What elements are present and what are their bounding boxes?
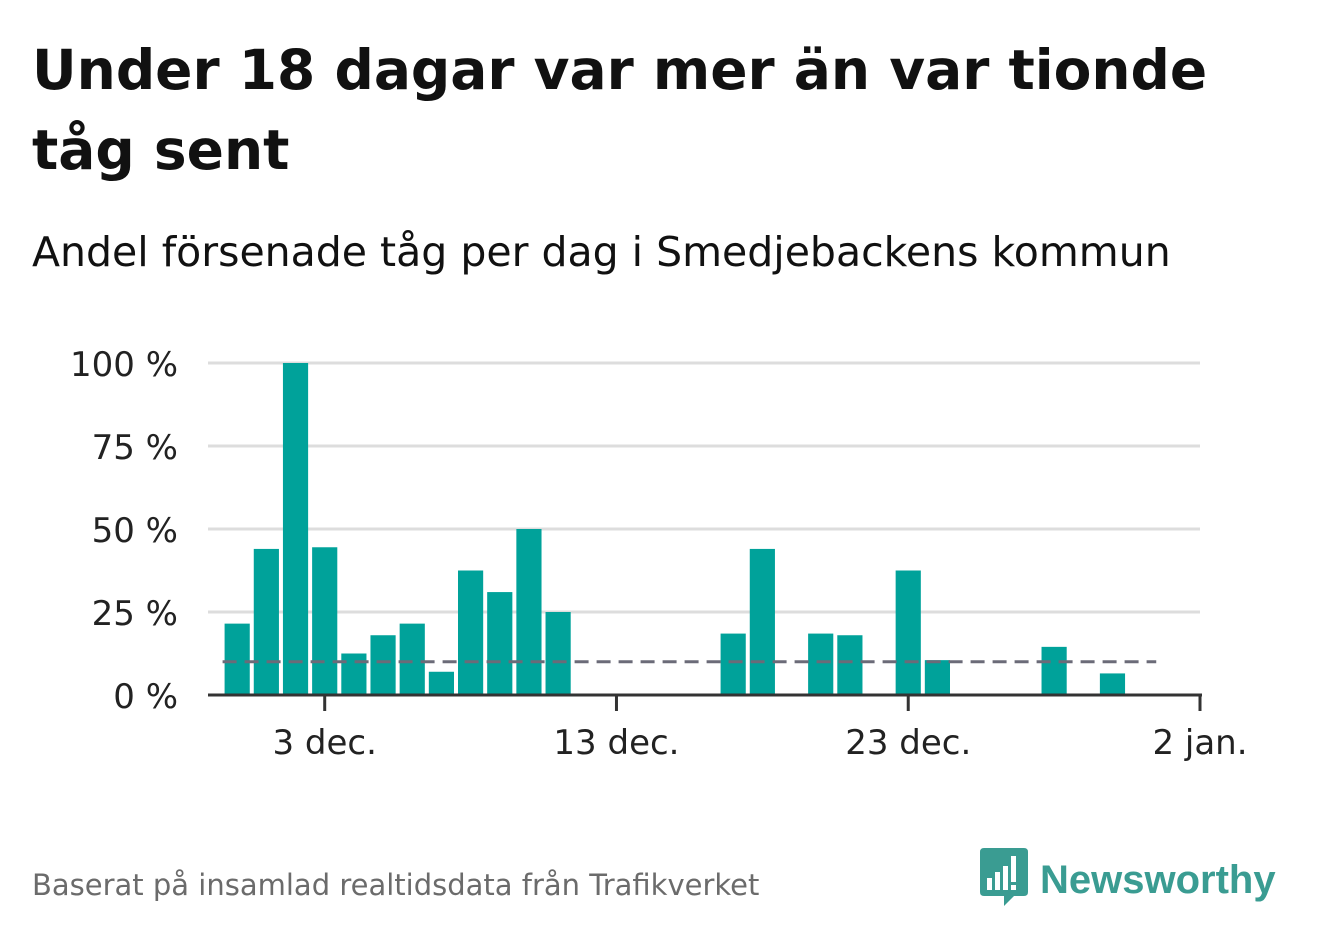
- bar: [924, 660, 950, 695]
- chart-subtitle: Andel försenade tåg per dag i Smedjeback…: [32, 228, 1171, 276]
- bar: [516, 529, 542, 695]
- bar: [253, 548, 279, 695]
- bar: [458, 570, 484, 695]
- x-axis: [208, 693, 1202, 711]
- bar: [341, 653, 367, 695]
- chart-title: Under 18 dagar var mer än var tionde tåg…: [32, 38, 1208, 182]
- x-tick-label: 2 jan.: [1152, 723, 1247, 763]
- x-tick-label: 13 dec.: [553, 723, 679, 763]
- bar: [487, 592, 513, 695]
- y-tick-label: 75 %: [92, 428, 178, 468]
- bar: [428, 671, 454, 695]
- y-tick-label: 100 %: [70, 345, 178, 385]
- bar: [545, 612, 571, 695]
- brand-name: Newsworthy: [1040, 857, 1276, 902]
- y-tick-label: 50 %: [92, 511, 178, 551]
- bar: [1099, 673, 1126, 695]
- source-note: Baserat på insamlad realtidsdata från Tr…: [32, 868, 760, 902]
- x-tick-label: 3 dec.: [272, 723, 376, 763]
- x-tick-label: 23 dec.: [845, 723, 971, 763]
- bar: [1041, 646, 1067, 695]
- bar: [808, 633, 834, 695]
- bar: [837, 635, 863, 695]
- gridlines: [208, 361, 1200, 614]
- bar: [282, 363, 309, 695]
- bar: [312, 547, 338, 695]
- bar: [399, 623, 425, 695]
- brand-logo[interactable]: Newsworthy: [980, 848, 1276, 912]
- x-axis-labels: 3 dec. 13 dec. 23 dec. 2 jan.: [272, 723, 1247, 763]
- bar: [224, 623, 250, 695]
- y-axis-labels: 0 % 25 % 50 % 75 % 100 %: [70, 345, 178, 717]
- bar-chart: 0 % 25 % 50 % 75 % 100 % 3 dec. 13 dec. 23 dec…: [70, 345, 1248, 763]
- bars: [224, 363, 1126, 695]
- bar: [370, 635, 396, 695]
- bar: [720, 633, 746, 695]
- newsworthy-logo-icon: [980, 848, 1028, 912]
- y-tick-label: 25 %: [92, 594, 178, 634]
- y-tick-label: 0 %: [113, 677, 178, 717]
- bar: [749, 548, 775, 695]
- bar: [895, 570, 921, 695]
